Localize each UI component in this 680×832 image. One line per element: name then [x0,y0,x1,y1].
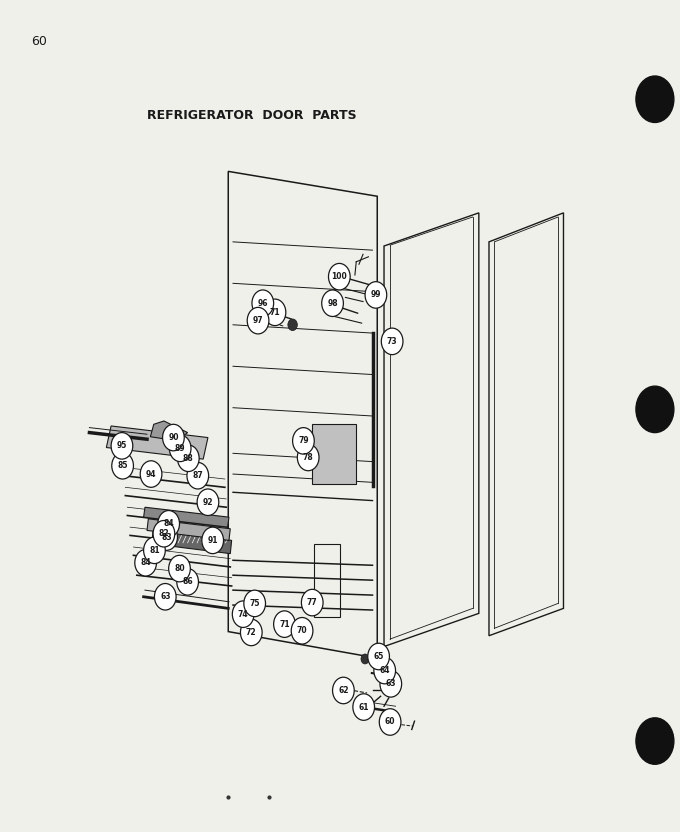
Circle shape [177,445,199,472]
Text: 98: 98 [327,299,338,308]
Text: 84: 84 [140,558,151,567]
Circle shape [636,718,674,765]
FancyBboxPatch shape [311,424,356,484]
Circle shape [288,319,297,330]
Text: 83: 83 [161,532,172,542]
Circle shape [177,568,199,595]
Circle shape [169,555,190,582]
Polygon shape [150,421,188,441]
Text: 89: 89 [175,443,186,453]
Circle shape [111,433,133,459]
Circle shape [273,611,295,637]
Polygon shape [106,426,208,459]
Text: 71: 71 [279,620,290,629]
Circle shape [328,264,350,290]
Circle shape [163,424,184,451]
Circle shape [291,617,313,644]
Circle shape [333,677,354,704]
Circle shape [380,671,402,697]
Text: 88: 88 [183,453,194,463]
Circle shape [112,453,133,479]
Circle shape [241,619,262,646]
Text: 91: 91 [207,536,218,545]
Text: 64: 64 [379,666,390,675]
Circle shape [197,489,219,516]
Text: 70: 70 [296,626,307,636]
Text: 94: 94 [146,469,156,478]
FancyBboxPatch shape [183,453,195,463]
Circle shape [353,694,375,721]
Circle shape [264,299,286,325]
Text: 84: 84 [163,519,174,528]
Text: 79: 79 [298,436,309,445]
Circle shape [374,657,396,684]
Text: 87: 87 [192,471,203,480]
Text: 63: 63 [160,592,171,602]
Circle shape [154,583,176,610]
Circle shape [292,428,314,454]
Text: 65: 65 [373,652,384,661]
Text: 97: 97 [253,316,263,325]
Circle shape [153,521,175,547]
Text: 80: 80 [174,564,185,573]
Text: 100: 100 [331,272,347,281]
Text: 75: 75 [250,599,260,608]
Text: REFRIGERATOR  DOOR  PARTS: REFRIGERATOR DOOR PARTS [147,109,357,122]
Text: 60: 60 [31,35,46,47]
Text: 92: 92 [203,498,214,507]
Circle shape [636,76,674,122]
Circle shape [244,590,265,617]
Text: 61: 61 [358,702,369,711]
Circle shape [301,589,323,616]
Circle shape [202,527,224,553]
Circle shape [248,307,269,334]
Circle shape [158,511,180,537]
Circle shape [143,537,165,563]
FancyBboxPatch shape [172,448,183,456]
Circle shape [361,654,369,664]
Text: 85: 85 [118,461,128,470]
Text: 95: 95 [117,441,127,450]
Polygon shape [147,519,231,540]
Circle shape [365,282,387,308]
Text: 81: 81 [149,546,160,555]
Circle shape [322,290,343,316]
Text: 63: 63 [386,680,396,688]
Text: 86: 86 [182,577,193,587]
Circle shape [297,444,319,471]
Circle shape [187,463,209,489]
Circle shape [381,328,403,354]
Text: 62: 62 [338,686,349,695]
Text: 72: 72 [246,628,256,637]
Text: 60: 60 [385,717,395,726]
Text: 77: 77 [307,598,318,607]
Circle shape [252,290,273,316]
Circle shape [135,549,156,576]
Circle shape [140,461,162,488]
Polygon shape [143,508,229,527]
Circle shape [233,601,254,627]
Text: 73: 73 [387,337,397,346]
Text: 90: 90 [168,433,179,442]
Circle shape [156,524,177,550]
Text: 78: 78 [303,453,313,462]
Circle shape [379,709,401,735]
Polygon shape [152,531,232,553]
Text: 96: 96 [258,299,268,308]
Circle shape [368,643,390,670]
Text: 71: 71 [270,308,280,317]
Text: 99: 99 [371,290,381,300]
Text: 82: 82 [158,529,169,538]
Circle shape [169,435,191,462]
Text: 74: 74 [238,610,248,619]
Circle shape [636,386,674,433]
